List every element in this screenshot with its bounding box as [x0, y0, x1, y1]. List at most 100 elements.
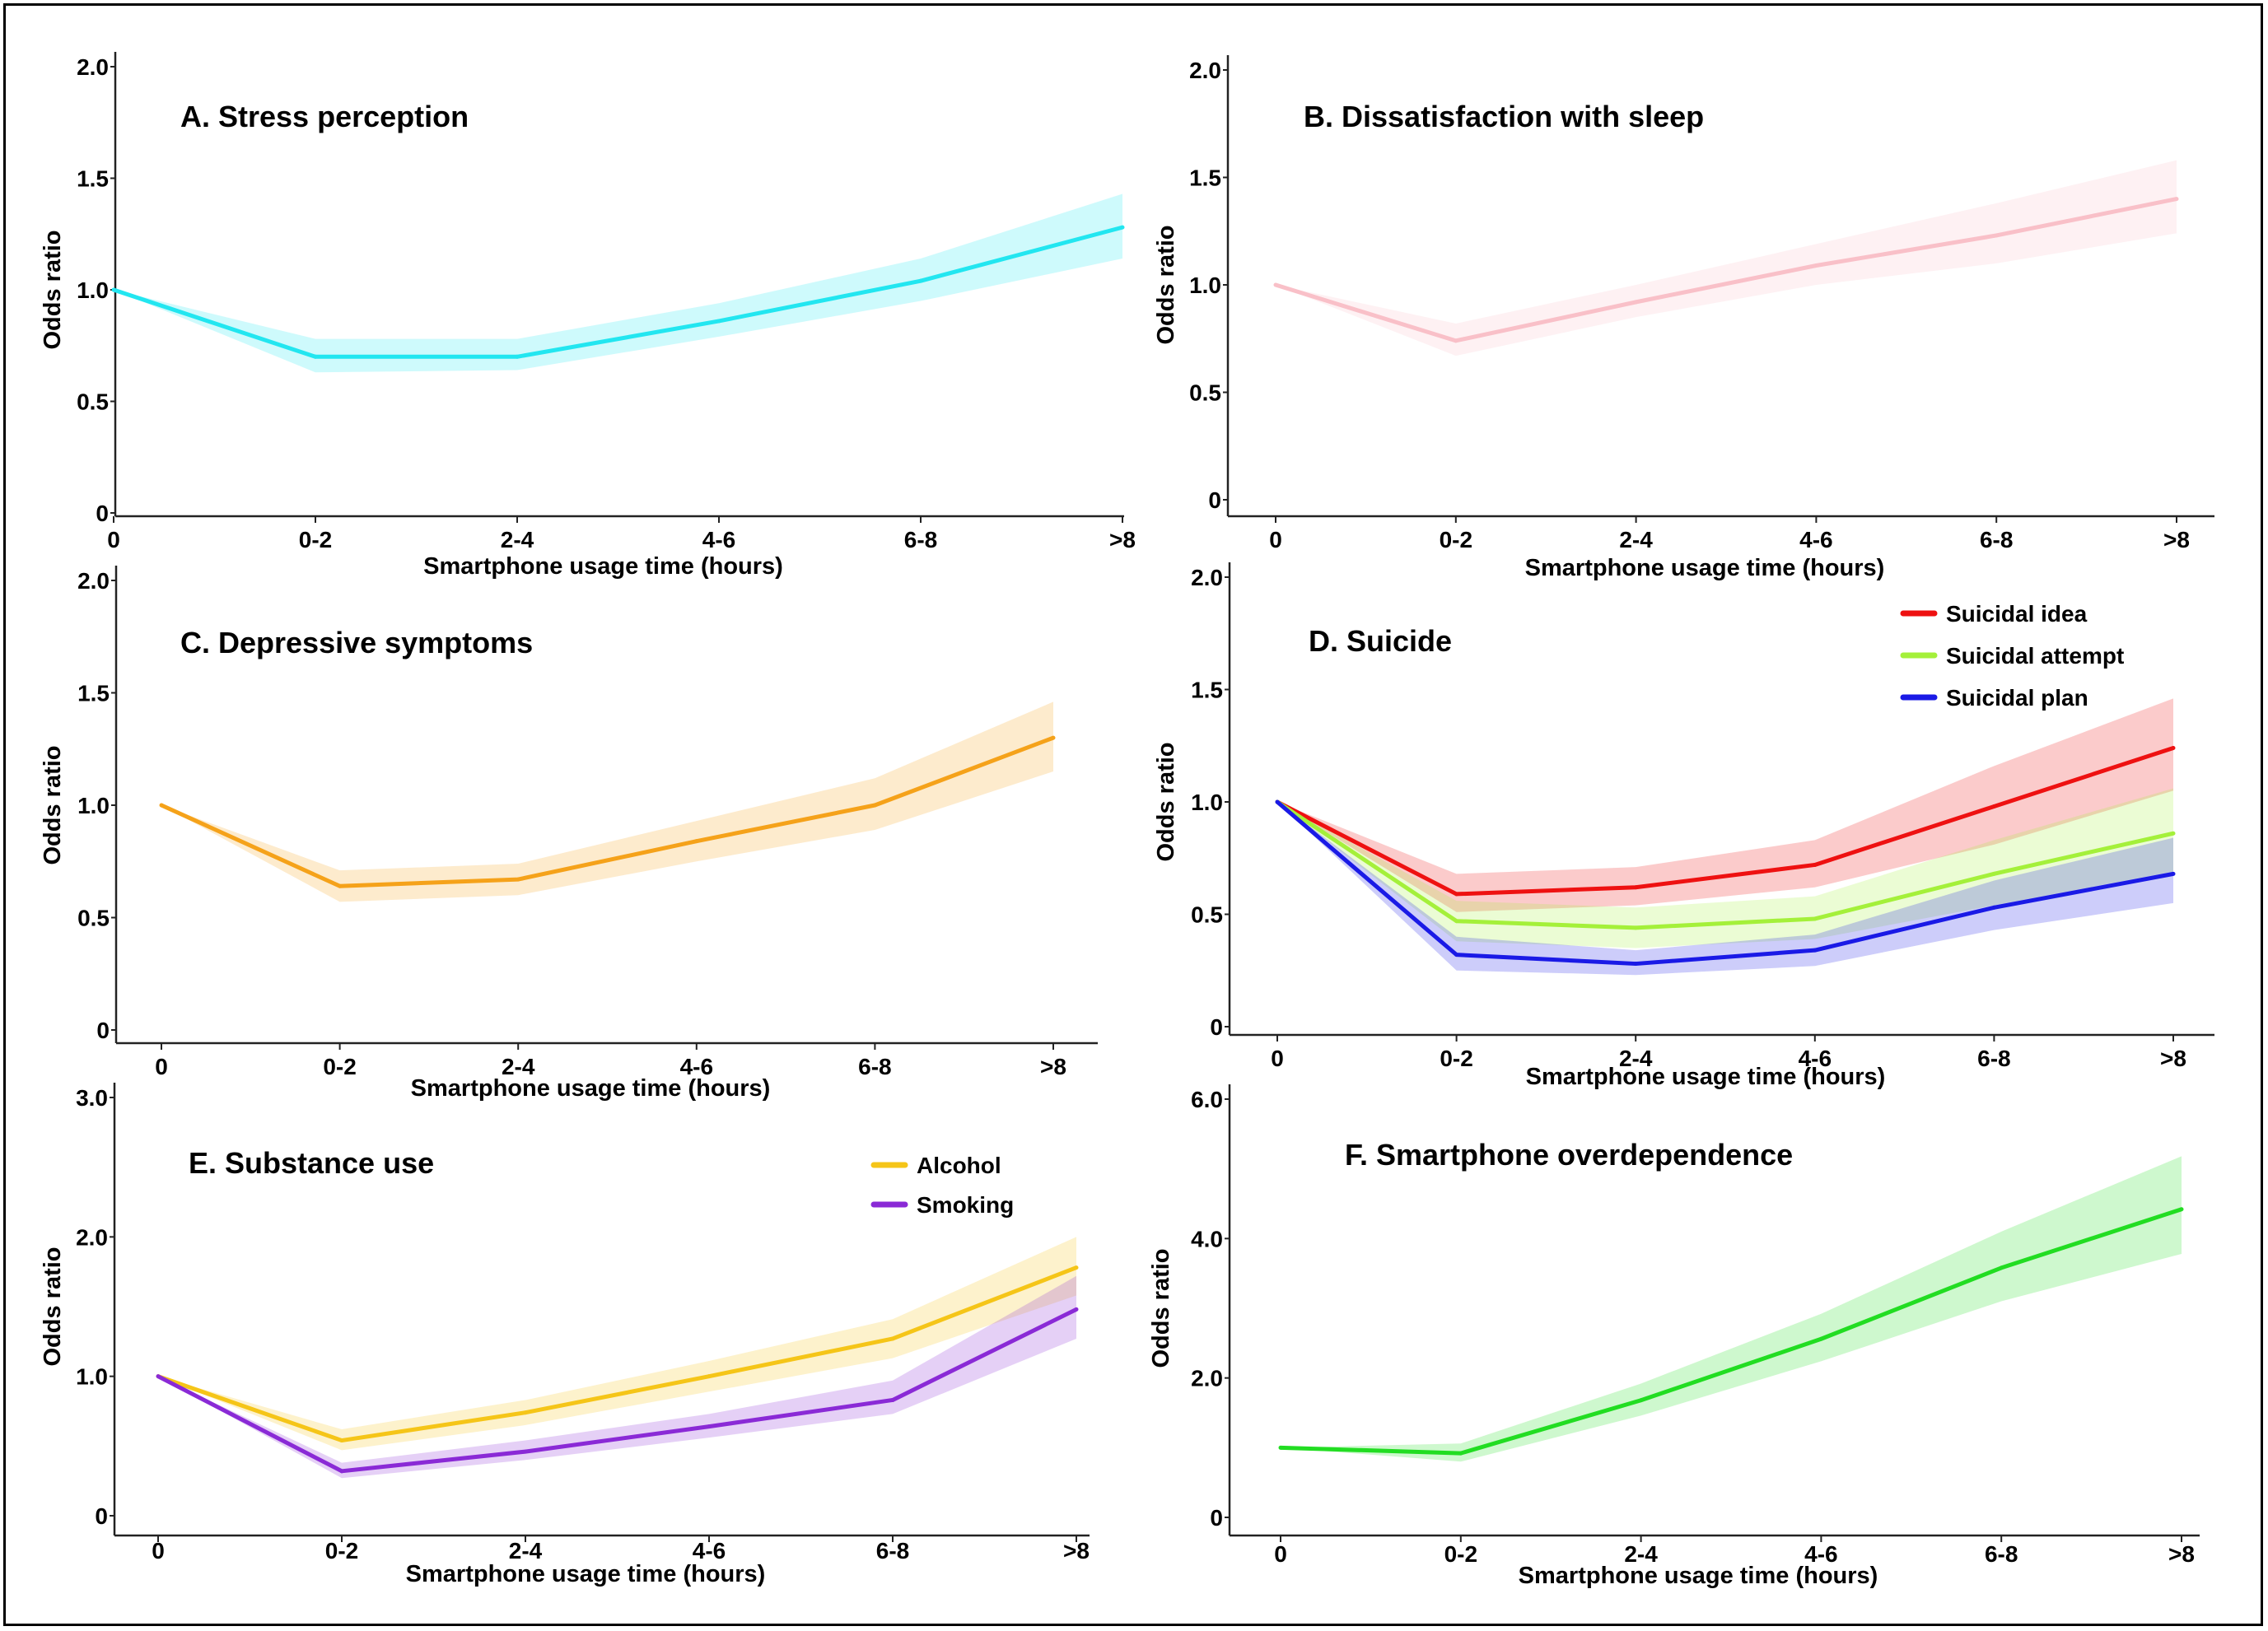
data-point	[1074, 1265, 1079, 1270]
y-axis-title: Odds ratio	[40, 230, 66, 349]
data-point	[1454, 892, 1459, 897]
x-tick-label: >8	[2160, 1046, 2186, 1071]
confidence-band	[158, 1237, 1076, 1451]
x-tick-label: 0-2	[1440, 527, 1472, 552]
data-point	[159, 803, 164, 808]
panel-title: D. Suicide	[1309, 624, 1452, 658]
y-tick-label: 0	[96, 501, 109, 526]
data-point	[1634, 300, 1639, 305]
x-tick-label: 4-6	[693, 1538, 726, 1563]
x-tick-label: 0-2	[299, 527, 332, 552]
confidence-band	[1277, 788, 2173, 948]
chart-panel-5: 0 1.0 2.0 3.0 0 0-2 2-4 4-6 6-8 >8 Smartphone usag…	[40, 1083, 1090, 1587]
y-tick-label: 2.0	[76, 1224, 108, 1250]
data-point	[1818, 1336, 1823, 1341]
y-tick-label: 1.0	[1191, 790, 1223, 815]
data-point	[1120, 225, 1125, 230]
y-tick-label: 1.0	[76, 1364, 108, 1390]
y-tick-label: 0.5	[77, 906, 110, 931]
data-point	[1454, 919, 1459, 924]
x-tick-label: 4-6	[1799, 527, 1832, 552]
chart-panel-6: 0 2.0 4.0 6.0 0 0-2 2-4 4-6 6-8 >8 Smartphone usag…	[1148, 1084, 2200, 1589]
series-line	[1275, 197, 2177, 343]
y-tick-label: 2.0	[77, 568, 110, 594]
chart-panel-2: 0 0.5 1.0 1.5 2.0 0 0-2 2-4 4-6 6-8 >8 Smartphone u…	[1153, 55, 2214, 581]
legend-label: Suicidal plan	[1946, 685, 2088, 711]
series-line	[1276, 746, 2174, 897]
y-axis-title: Odds ratio	[40, 745, 66, 864]
chart-canvas: 0 0.5 1.0 1.5 2.0 0 0-2 2-4 4-6 6-8 >8 Smartphone u…	[40, 52, 2214, 1589]
data-point	[1991, 804, 1996, 809]
x-tick-label: 6-8	[1985, 1541, 2018, 1567]
x-tick-label: 4-6	[702, 527, 735, 552]
x-axis-title: Smartphone usage time (hours)	[1525, 555, 1885, 581]
x-tick-label: 6-8	[1980, 527, 2013, 552]
data-point	[2171, 831, 2176, 836]
x-tick-label: >8	[1063, 1538, 1090, 1563]
data-point	[1278, 1445, 1283, 1450]
y-tick-label: 2.0	[1191, 565, 1223, 590]
x-tick-label: 4-6	[680, 1054, 713, 1079]
legend-label: Suicidal attempt	[1946, 643, 2124, 669]
x-tick-label: 0	[152, 1538, 165, 1563]
series-line	[156, 1307, 1078, 1474]
data-point	[1273, 282, 1278, 287]
x-tick-label: >8	[1040, 1054, 1066, 1079]
y-tick-label: 4.0	[1191, 1226, 1223, 1251]
x-tick-label: 0-2	[1440, 1046, 1472, 1071]
panel-title: B. Dissatisfaction with sleep	[1304, 100, 1704, 133]
data-point	[515, 354, 520, 359]
data-point	[1454, 338, 1458, 343]
figure-frame: 0 0.5 1.0 1.5 2.0 0 0-2 2-4 4-6 6-8 >8 Smartphone u…	[3, 3, 2263, 1626]
x-tick-label: 6-8	[1977, 1046, 2010, 1071]
x-tick-label: 0-2	[325, 1538, 358, 1563]
data-point	[890, 1397, 895, 1402]
data-point	[313, 354, 318, 359]
data-point	[2174, 197, 2179, 202]
y-axis-title: Odds ratio	[1153, 742, 1179, 861]
panel-title: C. Depressive symptoms	[180, 626, 533, 659]
panel-title: F. Smartphone overdependence	[1345, 1138, 1793, 1172]
panel-title: A. Stress perception	[180, 100, 469, 133]
panel-title: E. Substance use	[189, 1146, 434, 1180]
y-tick-label: 2.0	[1189, 58, 1221, 83]
data-point	[1454, 953, 1459, 958]
data-point	[338, 883, 343, 888]
x-axis-title: Smartphone usage time (hours)	[406, 1561, 766, 1587]
x-tick-label: 2-4	[502, 1054, 535, 1079]
confidence-band	[1277, 802, 2173, 976]
x-tick-label: 0-2	[1444, 1541, 1477, 1567]
x-axis-title: Smartphone usage time (hours)	[1519, 1563, 1878, 1589]
x-axis-title: Smartphone usage time (hours)	[423, 553, 783, 580]
y-tick-label: 0	[1208, 487, 1221, 513]
confidence-band	[161, 701, 1053, 902]
y-tick-label: 3.0	[76, 1085, 108, 1111]
x-axis-title: Smartphone usage time (hours)	[411, 1075, 771, 1102]
confidence-band	[1276, 160, 2177, 356]
data-point	[339, 1469, 344, 1474]
x-tick-label: 0-2	[323, 1054, 356, 1079]
x-tick-label: 4-6	[1804, 1541, 1837, 1567]
y-tick-label: 1.0	[1189, 273, 1221, 298]
x-tick-label: 2-4	[501, 527, 534, 552]
data-point	[1994, 233, 1999, 238]
data-point	[1458, 1451, 1463, 1456]
data-point	[1639, 1398, 1644, 1403]
data-point	[1813, 916, 1818, 921]
y-tick-label: 0.5	[77, 389, 109, 415]
data-point	[918, 278, 923, 283]
y-axis-title: Odds ratio	[1153, 225, 1179, 344]
y-axis-title: Odds ratio	[40, 1247, 66, 1366]
legend-label: Alcohol	[917, 1153, 1001, 1178]
y-axis-title: Odds ratio	[1148, 1248, 1174, 1368]
data-point	[1991, 871, 1996, 876]
data-point	[156, 1374, 161, 1379]
data-point	[1633, 925, 1638, 930]
data-point	[872, 803, 877, 808]
x-tick-label: 6-8	[858, 1054, 891, 1079]
data-point	[1051, 735, 1056, 740]
data-point	[1999, 1265, 2004, 1270]
confidence-band	[114, 193, 1122, 373]
x-axis-title: Smartphone usage time (hours)	[1526, 1064, 1886, 1090]
y-tick-label: 1.5	[1191, 678, 1223, 703]
